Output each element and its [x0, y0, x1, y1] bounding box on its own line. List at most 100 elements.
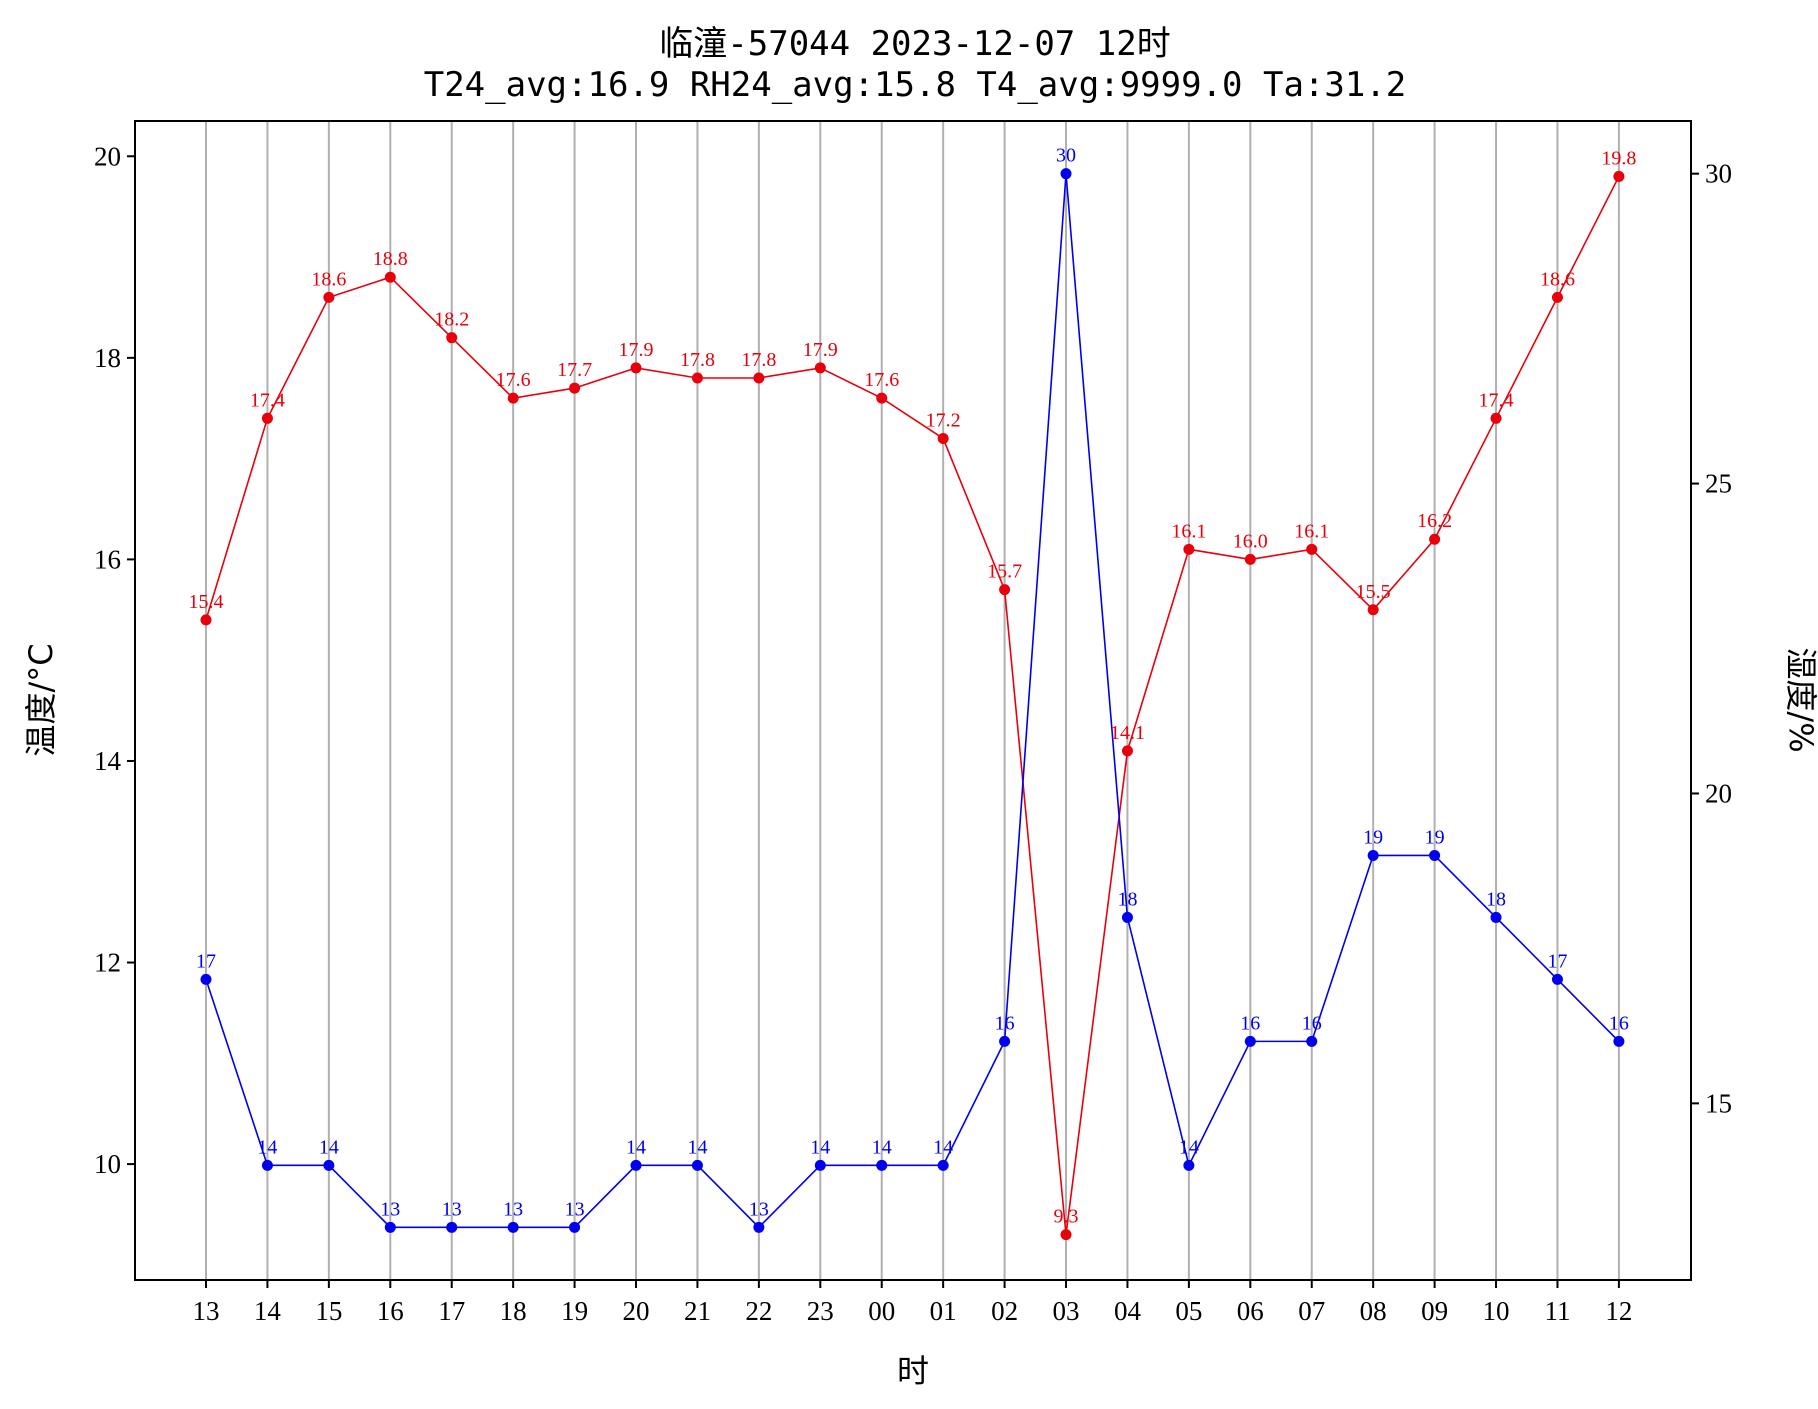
data-label: 16 — [1609, 1012, 1629, 1034]
data-label: 9.3 — [1054, 1206, 1079, 1228]
x-tick-label: 05 — [1175, 1296, 1202, 1326]
data-label: 17.6 — [864, 369, 899, 391]
data-point — [384, 271, 396, 283]
y-tick-label-left: 16 — [94, 544, 121, 574]
data-point — [1183, 543, 1195, 555]
data-point — [876, 1159, 888, 1171]
y-ticks-right: 15 20 25 30 — [1691, 159, 1732, 1118]
data-point — [691, 1159, 703, 1171]
y-tick-label-right: 30 — [1705, 159, 1732, 189]
data-point — [937, 432, 949, 444]
data-point — [691, 372, 703, 384]
x-tick-label: 14 — [254, 1296, 282, 1326]
data-label: 14 — [257, 1136, 277, 1158]
x-tick-label: 02 — [991, 1296, 1018, 1326]
data-label: 16.1 — [1171, 520, 1206, 542]
y-tick-label-left: 18 — [94, 343, 121, 373]
data-label: 16.2 — [1417, 510, 1452, 532]
x-tick-label: 03 — [1053, 1296, 1080, 1326]
y-tick-label-left: 10 — [94, 1149, 121, 1179]
data-label: 14 — [319, 1136, 339, 1158]
data-label: 18.8 — [373, 248, 408, 270]
x-tick-label: 08 — [1360, 1296, 1387, 1326]
data-label: 16 — [995, 1012, 1015, 1034]
data-point — [569, 382, 581, 394]
grid-layer — [205, 121, 1620, 1280]
data-label: 14 — [810, 1136, 830, 1158]
chart-subtitle: T24_avg:16.9 RH24_avg:15.8 T4_avg:9999.0… — [424, 65, 1407, 105]
data-point — [261, 412, 273, 424]
y-tick-label-right: 20 — [1705, 778, 1732, 808]
data-label: 17 — [1547, 950, 1567, 972]
data-point — [323, 1159, 335, 1171]
data-point — [1490, 911, 1502, 923]
series-layer — [200, 168, 1625, 1241]
data-point — [200, 614, 212, 626]
data-point — [200, 973, 212, 985]
data-label: 19.8 — [1601, 147, 1636, 169]
data-point — [630, 362, 642, 374]
data-point — [937, 1159, 949, 1171]
data-label: 18.6 — [311, 268, 346, 290]
data-point — [1183, 1159, 1195, 1171]
data-point — [569, 1221, 581, 1233]
data-label: 17.8 — [680, 349, 715, 371]
data-point — [1060, 168, 1072, 180]
data-label: 16 — [1302, 1012, 1322, 1034]
x-tick-label: 11 — [1544, 1296, 1570, 1326]
data-label-layer: 15.4 17.4 18.6 18.8 18.2 17.6 17.7 17.9 17.8 17.8… — [189, 145, 1637, 1228]
data-point — [446, 1221, 458, 1233]
data-label: 19 — [1363, 826, 1383, 848]
data-label: 16.0 — [1233, 530, 1268, 552]
data-label: 17.7 — [557, 359, 592, 381]
x-tick-label: 21 — [684, 1296, 711, 1326]
data-point — [1551, 291, 1563, 303]
x-tick-label: 19 — [561, 1296, 588, 1326]
x-tick-label: 07 — [1298, 1296, 1325, 1326]
data-point — [446, 332, 458, 344]
x-tick-label: 01 — [930, 1296, 957, 1326]
data-point — [814, 1159, 826, 1171]
data-point — [261, 1159, 273, 1171]
data-point — [814, 362, 826, 374]
x-tick-label: 04 — [1114, 1296, 1142, 1326]
data-point — [753, 1221, 765, 1233]
data-point — [876, 392, 888, 404]
x-tick-label: 12 — [1605, 1296, 1632, 1326]
data-label: 14 — [687, 1136, 707, 1158]
data-label: 18 — [1486, 888, 1506, 910]
data-label: 17.2 — [926, 409, 961, 431]
data-label: 17.9 — [619, 339, 654, 361]
data-label: 15.7 — [987, 561, 1022, 583]
x-tick-label: 10 — [1483, 1296, 1510, 1326]
plot-frame — [134, 120, 1692, 1281]
data-point — [630, 1159, 642, 1171]
data-point — [323, 291, 335, 303]
x-tick-label: 16 — [377, 1296, 404, 1326]
data-point — [384, 1221, 396, 1233]
data-point — [753, 372, 765, 384]
data-point — [1613, 170, 1625, 182]
data-label: 17.8 — [741, 349, 776, 371]
x-tick-label: 00 — [868, 1296, 895, 1326]
data-point — [999, 584, 1011, 596]
x-tick-label: 23 — [807, 1296, 834, 1326]
data-point — [1306, 1035, 1318, 1047]
data-point — [1613, 1035, 1625, 1047]
data-point — [1244, 553, 1256, 565]
chart-title: 临潼-57044 2023-12-07 12时 — [659, 24, 1170, 64]
data-label: 18 — [1117, 888, 1137, 910]
data-label: 17 — [196, 950, 216, 972]
data-point — [1429, 849, 1441, 861]
data-label: 13 — [565, 1198, 585, 1220]
x-axis-label: 时 — [897, 1352, 929, 1390]
data-point — [999, 1035, 1011, 1047]
data-point — [1367, 604, 1379, 616]
data-label: 13 — [380, 1198, 400, 1220]
data-label: 18.6 — [1540, 268, 1575, 290]
data-label: 14.1 — [1110, 722, 1145, 744]
data-label: 13 — [749, 1198, 769, 1220]
series-line-1 — [205, 176, 1620, 1235]
data-label: 18.2 — [434, 309, 469, 331]
